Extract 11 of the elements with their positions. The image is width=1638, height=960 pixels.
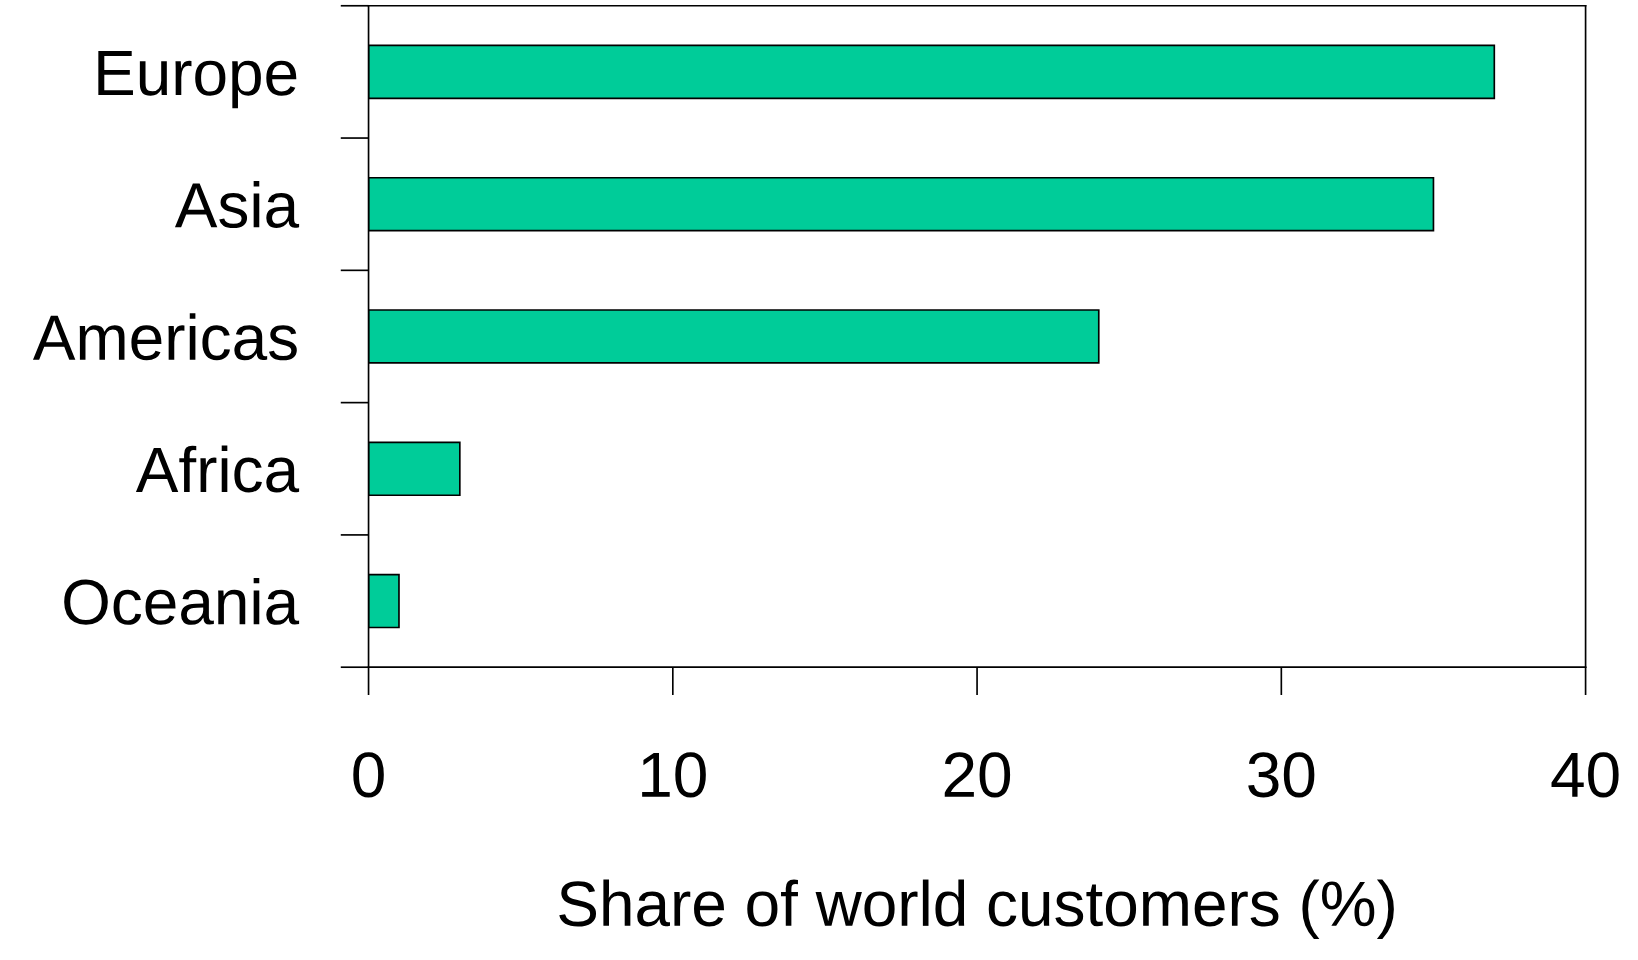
y-tick-label: Americas	[32, 313, 297, 361]
x-tick-label: 20	[944, 752, 1011, 798]
y-tick-label: Oceania	[64, 577, 300, 625]
x-tick-label: 40	[1551, 752, 1619, 798]
x-tick-label: 0	[353, 752, 384, 798]
y-tick-label: Asia	[174, 181, 300, 228]
y-tick-label: Africa	[135, 445, 300, 493]
x-tick-label: 30	[1248, 752, 1315, 798]
x-axis-title: Share of world customers (%)	[559, 879, 1394, 940]
x-tick-label: 10	[642, 752, 706, 798]
y-tick-label: Europe	[98, 51, 297, 109]
